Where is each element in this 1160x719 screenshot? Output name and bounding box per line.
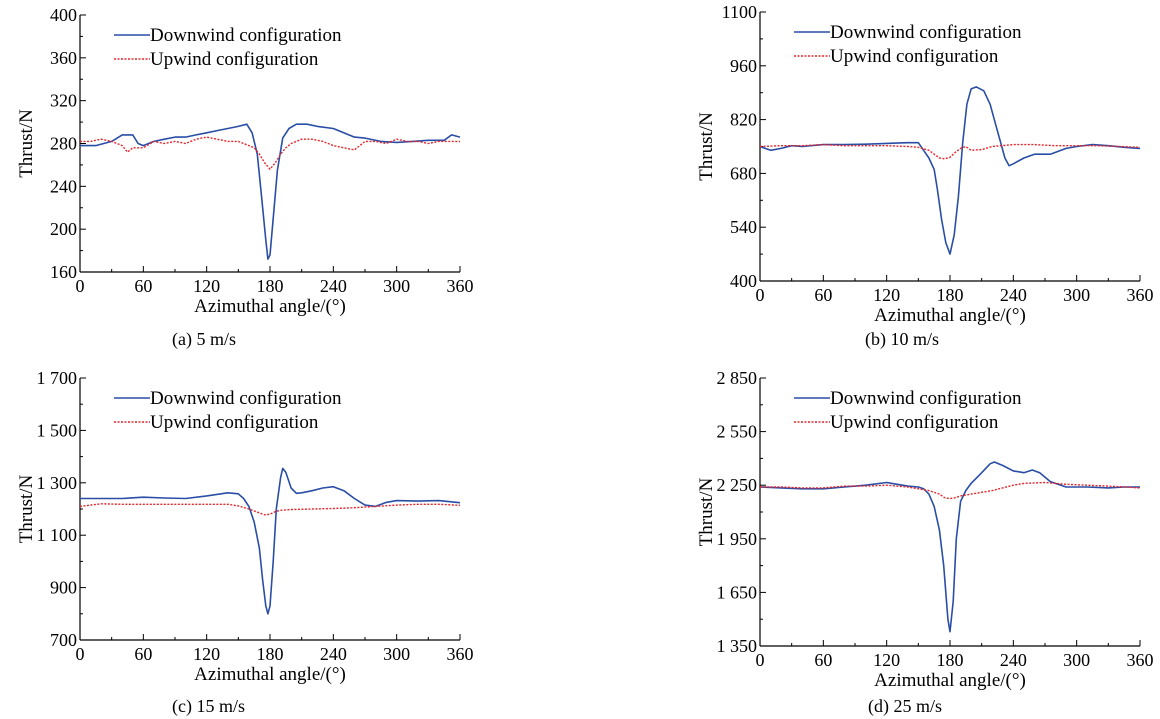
y-tick-label: 400 (50, 5, 77, 25)
y-tick-label: 1 100 (37, 525, 78, 545)
y-axis-title: Thrust/N (696, 112, 717, 181)
y-axis-title: Thrust/N (16, 109, 37, 178)
x-tick-label: 60 (134, 276, 152, 296)
x-tick-label: 120 (873, 650, 900, 670)
y-tick-label: 900 (50, 578, 77, 598)
legend-upwind-label: Upwind configuration (150, 412, 319, 433)
y-tick-label: 1100 (722, 2, 757, 22)
x-tick-label: 180 (257, 276, 284, 296)
y-tick-label: 2 250 (717, 475, 758, 495)
upwind-series-line (759, 143, 1141, 160)
x-tick-label: 0 (756, 285, 765, 305)
y-tick-label: 400 (730, 271, 757, 291)
downwind-series-line (80, 467, 461, 615)
x-tick-label: 360 (1127, 285, 1154, 305)
x-tick-label: 0 (756, 650, 765, 670)
y-tick-label: 540 (730, 217, 757, 237)
x-tick-label: 180 (937, 650, 964, 670)
legend-upwind-label: Upwind configuration (150, 49, 319, 70)
subplot-caption: (c) 15 m/s (172, 696, 245, 717)
x-tick-label: 300 (383, 276, 410, 296)
y-axis-title: Thrust/N (16, 474, 37, 543)
x-tick-label: 180 (257, 644, 284, 664)
legend-downwind-label: Downwind configuration (150, 25, 342, 46)
y-tick-label: 1 700 (37, 368, 78, 388)
x-tick-label: 120 (193, 276, 220, 296)
y-tick-label: 960 (730, 56, 757, 76)
subplot-d: 0 60 120 180 240 300 360 1 350 1 650 1 950 2 250 2 … (696, 368, 1154, 717)
x-axis-title: Azimuthal angle/(°) (874, 305, 1026, 326)
x-tick-label: 300 (1063, 650, 1090, 670)
x-tick-label: 240 (1000, 285, 1027, 305)
legend-downwind-label: Downwind configuration (150, 388, 342, 409)
x-tick-label: 180 (937, 285, 964, 305)
upwind-series-line (760, 481, 1141, 500)
x-tick-label: 240 (1000, 650, 1027, 670)
y-tick-label: 2 550 (717, 422, 758, 442)
downwind-series-line (759, 461, 1140, 633)
legend-downwind-label: Downwind configuration (830, 22, 1022, 43)
y-tick-label: 320 (50, 91, 77, 111)
x-tick-label: 60 (134, 644, 152, 664)
x-tick-label: 60 (814, 650, 832, 670)
legend-upwind-label: Upwind configuration (830, 412, 999, 433)
x-tick-label: 0 (76, 644, 85, 664)
x-axis-title: Azimuthal angle/(°) (874, 670, 1026, 691)
y-tick-label: 280 (50, 134, 77, 154)
subplot-a: 0 60 120 180 240 300 360 160 200 240 280 320 360 400 A… (16, 5, 474, 350)
x-tick-label: 300 (1063, 285, 1090, 305)
x-tick-label: 120 (873, 285, 900, 305)
x-axis-title: Azimuthal angle/(°) (194, 664, 346, 685)
downwind-series-line (80, 123, 461, 260)
x-tick-label: 360 (447, 644, 474, 664)
y-tick-label: 1 350 (717, 636, 758, 656)
subplot-caption: (b) 10 m/s (865, 329, 939, 350)
x-tick-label: 360 (1127, 650, 1154, 670)
x-tick-label: 240 (320, 644, 347, 664)
upwind-series-line (79, 503, 461, 516)
x-tick-label: 60 (814, 285, 832, 305)
y-tick-label: 1 500 (37, 420, 78, 440)
y-tick-label: 1 300 (37, 473, 78, 493)
subplot-caption: (a) 5 m/s (172, 329, 236, 350)
subplot-caption: (d) 25 m/s (868, 696, 942, 717)
downwind-series-line (759, 86, 1141, 255)
y-tick-label: 700 (50, 630, 77, 650)
x-tick-label: 120 (193, 644, 220, 664)
y-tick-label: 360 (50, 48, 77, 68)
subplot-c: 0 60 120 180 240 300 360 700 900 1 100 1 300 1 500 1… (16, 368, 474, 717)
y-axis-title: Thrust/N (696, 477, 717, 546)
legend-upwind-label: Upwind configuration (830, 46, 999, 67)
x-tick-label: 300 (383, 644, 410, 664)
legend-downwind-label: Downwind configuration (830, 388, 1022, 409)
y-tick-label: 1 950 (717, 529, 758, 549)
x-axis-title: Azimuthal angle/(°) (194, 296, 346, 317)
upwind-series-line (80, 136, 460, 170)
y-tick-label: 2 850 (717, 368, 758, 388)
x-tick-label: 0 (76, 276, 85, 296)
subplot-b: 0 60 120 180 240 300 360 400 540 680 820 960 1100 Azi… (696, 2, 1154, 350)
y-tick-label: 240 (50, 176, 77, 196)
y-tick-label: 200 (50, 219, 77, 239)
y-tick-label: 820 (730, 110, 757, 130)
y-tick-label: 1 650 (717, 582, 758, 602)
y-tick-label: 680 (730, 163, 757, 183)
x-tick-label: 360 (447, 276, 474, 296)
y-tick-label: 160 (50, 262, 77, 282)
x-tick-label: 240 (320, 276, 347, 296)
